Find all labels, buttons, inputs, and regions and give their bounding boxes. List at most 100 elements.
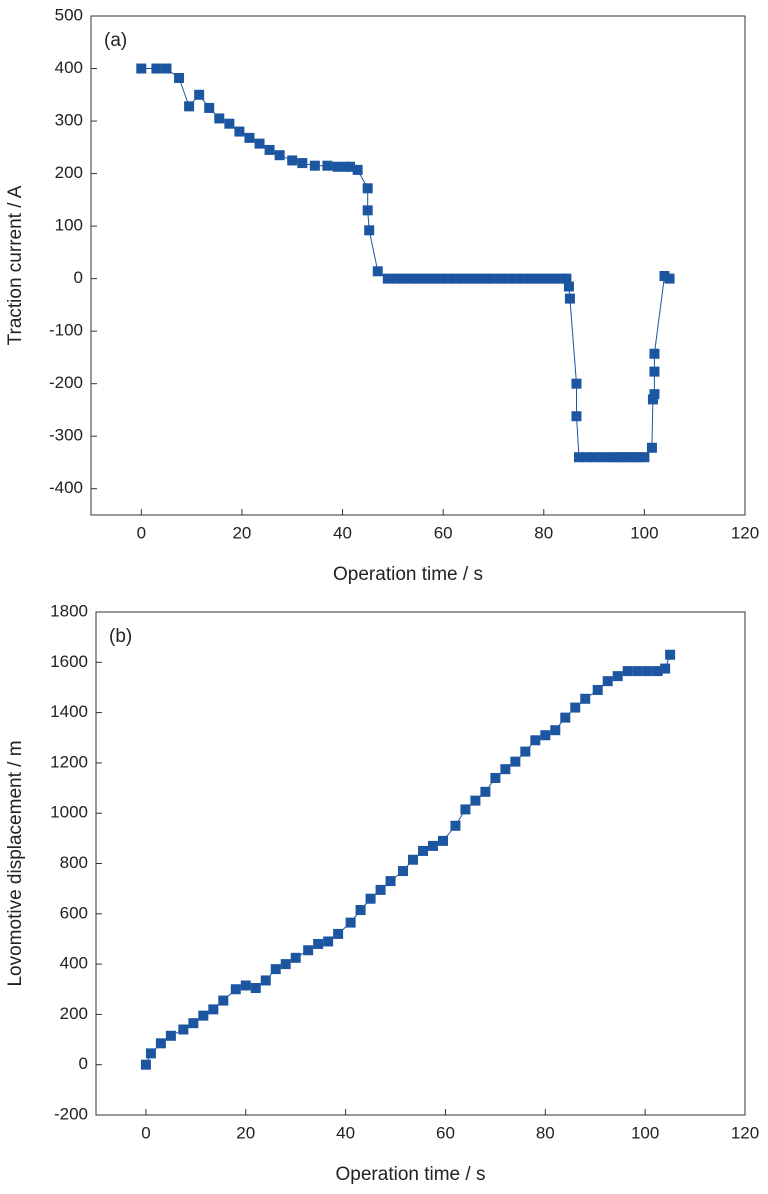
marker: [155, 1038, 166, 1049]
marker: [664, 273, 675, 284]
y-tick-label: 1000: [50, 803, 88, 822]
y-tick-label: 1600: [50, 652, 88, 671]
marker: [250, 982, 261, 993]
x-tick-label: 20: [232, 523, 251, 542]
marker: [520, 746, 531, 757]
x-tick-label: 120: [731, 1123, 759, 1142]
marker: [460, 804, 471, 815]
marker: [184, 101, 195, 112]
marker: [443, 273, 454, 284]
marker: [488, 273, 499, 284]
marker: [480, 273, 491, 284]
marker: [345, 161, 356, 172]
y-axis-label: Lovomotive displacement / m: [5, 740, 26, 986]
marker: [665, 649, 676, 660]
marker: [280, 959, 291, 970]
marker: [659, 271, 670, 282]
x-tick-label: 60: [434, 523, 453, 542]
marker: [639, 452, 650, 463]
marker: [596, 452, 607, 463]
x-tick-label: 40: [336, 1123, 355, 1142]
marker: [323, 936, 334, 947]
marker: [563, 281, 574, 292]
marker: [151, 63, 162, 74]
marker: [530, 735, 541, 746]
y-tick-label: 200: [55, 163, 83, 182]
marker: [473, 273, 484, 284]
marker: [303, 945, 314, 956]
marker: [362, 183, 373, 194]
plot-frame: [95, 611, 746, 1116]
marker: [365, 893, 376, 904]
marker: [136, 63, 147, 74]
marker: [511, 273, 522, 284]
marker: [561, 273, 572, 284]
x-tick-label: 80: [534, 523, 553, 542]
marker: [571, 411, 582, 422]
marker: [224, 118, 235, 129]
y-tick-label: 100: [55, 216, 83, 235]
marker: [140, 1059, 151, 1070]
marker: [385, 876, 396, 887]
marker: [254, 138, 265, 149]
marker: [234, 126, 245, 137]
x-tick-label: 100: [630, 523, 658, 542]
marker: [573, 452, 584, 463]
marker: [208, 1004, 219, 1015]
marker: [397, 273, 408, 284]
marker: [382, 273, 393, 284]
y-tick-label: -100: [49, 321, 83, 340]
marker: [629, 452, 640, 463]
marker: [355, 905, 366, 916]
marker: [420, 273, 431, 284]
y-tick-label: 0: [79, 1054, 88, 1073]
marker: [560, 712, 571, 723]
y-tick-label: -400: [49, 478, 83, 497]
panel-label: (a): [104, 30, 127, 51]
y-tick-label: -200: [54, 1104, 88, 1123]
marker: [218, 995, 229, 1006]
marker: [427, 840, 438, 851]
x-tick-label: 20: [236, 1123, 255, 1142]
x-tick-label: 0: [137, 523, 146, 542]
marker: [548, 273, 559, 284]
marker: [274, 150, 285, 161]
marker: [649, 348, 660, 359]
marker: [405, 273, 416, 284]
marker: [450, 273, 461, 284]
marker: [287, 155, 298, 166]
marker: [332, 161, 343, 172]
marker: [188, 1018, 199, 1029]
marker: [230, 984, 241, 995]
y-tick-label: 1400: [50, 702, 88, 721]
y-tick-label: -200: [49, 373, 83, 392]
marker: [642, 666, 653, 677]
marker: [470, 795, 481, 806]
marker: [322, 160, 333, 171]
marker: [503, 273, 514, 284]
marker: [333, 928, 344, 939]
marker: [612, 671, 623, 682]
marker: [564, 293, 575, 304]
marker: [490, 772, 501, 783]
x-tick-label: 60: [436, 1123, 455, 1142]
marker: [624, 452, 635, 463]
x-tick-label: 120: [731, 523, 759, 542]
marker: [260, 975, 271, 986]
marker: [413, 273, 423, 284]
marker: [194, 89, 205, 100]
marker: [619, 452, 630, 463]
x-tick-label: 80: [536, 1123, 555, 1142]
marker: [198, 1010, 209, 1021]
panel-label: (b): [109, 626, 132, 647]
marker: [647, 394, 658, 405]
marker: [364, 225, 375, 236]
marker: [450, 820, 461, 831]
marker: [240, 980, 251, 991]
y-tick-label: 1800: [50, 601, 88, 620]
x-tick-label: 40: [333, 523, 352, 542]
marker: [614, 452, 625, 463]
y-tick-label: -300: [49, 426, 83, 445]
marker: [345, 917, 356, 928]
